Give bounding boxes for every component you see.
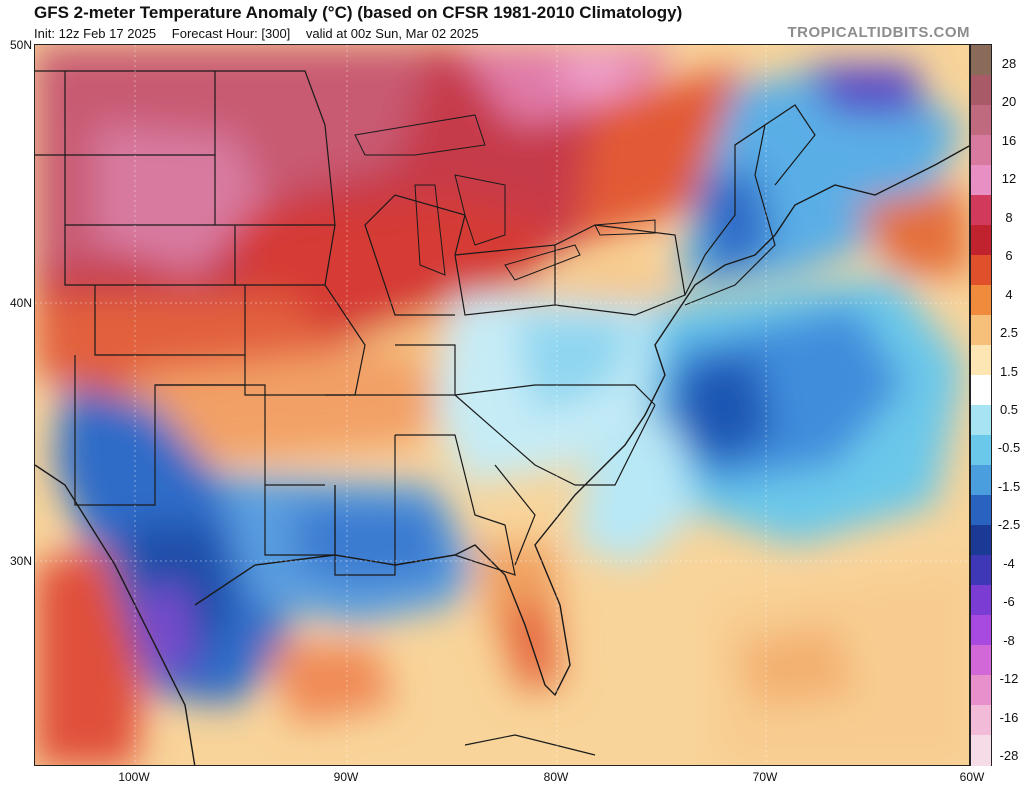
colorbar-segment (971, 225, 991, 256)
colorbar-segment (971, 75, 991, 106)
lon-label-100w: 100W (118, 770, 150, 784)
colorbar-segment (971, 405, 991, 436)
colorbar-label: 6 (1005, 248, 1013, 264)
colorbar-label: -28 (999, 748, 1019, 763)
colorbar-label: -6 (1003, 594, 1015, 610)
colorbar-segment (971, 255, 991, 286)
colorbar-label: 12 (1001, 171, 1017, 187)
colorbar-segment (971, 555, 991, 586)
init-time: Init: 12z Feb 17 2025 (34, 26, 157, 41)
map-title: GFS 2-meter Temperature Anomaly (°C) (ba… (34, 3, 683, 22)
colorbar-segment (971, 615, 991, 646)
colorbar-segment (971, 735, 991, 766)
colorbar-segment (971, 435, 991, 466)
colorbar-segment (971, 585, 991, 616)
map-subtitle: Init: 12z Feb 17 2025 Forecast Hour: [30… (34, 26, 491, 41)
colorbar-label: 1.5 (999, 363, 1019, 379)
colorbar-label: 0.5 (999, 402, 1019, 417)
lat-label-30n: 30N (9, 554, 32, 568)
forecast-hour: Forecast Hour: [300] (171, 26, 291, 41)
colorbar-segment (971, 705, 991, 736)
colorbar-label: 2.5 (999, 325, 1019, 341)
map-canvas (35, 45, 969, 765)
colorbar-label: -1.5 (997, 478, 1021, 494)
colorbar-segment (971, 495, 991, 526)
colorbar-segment (971, 465, 991, 496)
colorbar-label: -0.5 (997, 440, 1021, 456)
colorbar-segment (971, 645, 991, 676)
colorbar-label: -2.5 (997, 517, 1021, 533)
lon-label-80w: 80W (543, 770, 569, 784)
colorbar-segment (971, 525, 991, 556)
colorbar-label: -12 (999, 671, 1019, 687)
cuba-coast (464, 734, 596, 756)
colorbar-segment (971, 105, 991, 136)
lon-label-90w: 90W (333, 770, 359, 784)
colorbar-segment (971, 285, 991, 316)
anomaly-map (34, 44, 970, 766)
lon-label-60w: 60W (959, 770, 985, 784)
colorbar-segment (971, 135, 991, 166)
colorbar-segment (971, 675, 991, 706)
colorbar-label: 8 (1005, 209, 1013, 225)
lon-label-70w: 70W (752, 770, 778, 784)
colorbar-segment (971, 165, 991, 196)
colorbar-label: 4 (1005, 286, 1013, 302)
colorbar-label: 20 (1001, 94, 1017, 110)
colorbar-label: -16 (999, 709, 1019, 725)
colorbar-segment (971, 45, 991, 76)
lat-label-50n: 50N (9, 38, 32, 52)
colorbar-segment (971, 375, 991, 406)
colorbar-label: 28 (1001, 56, 1017, 71)
lat-label-40n: 40N (9, 296, 32, 310)
graticule (35, 45, 969, 765)
colorbar-label: 16 (1001, 132, 1017, 148)
great-lakes (354, 114, 656, 281)
colorbar-segment (971, 195, 991, 226)
colorbar-label: -4 (1003, 555, 1015, 571)
valid-time: valid at 00z Sun, Mar 02 2025 (305, 26, 479, 41)
us-coastline (194, 145, 969, 697)
colorbar (970, 44, 992, 766)
colorbar-segment (971, 345, 991, 376)
brand-watermark: TROPICALTIDBITS.COM (787, 24, 970, 41)
colorbar-label: -8 (1003, 632, 1015, 648)
colorbar-segment (971, 315, 991, 346)
